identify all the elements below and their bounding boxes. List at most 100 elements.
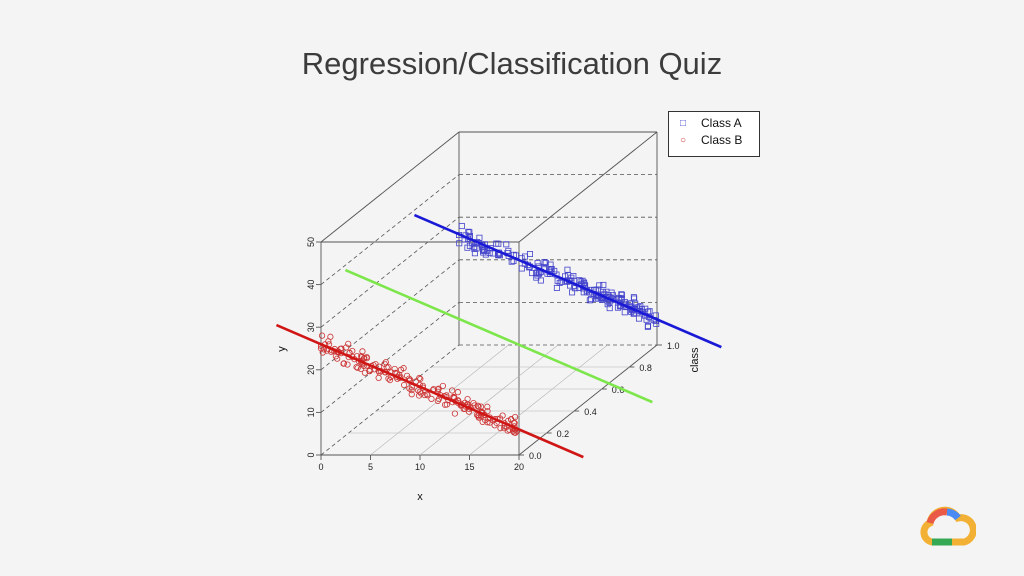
class-a-point (577, 278, 584, 285)
class-b-point (424, 392, 431, 399)
class-tick-label: 1.0 (667, 341, 680, 351)
class-b-point (345, 340, 352, 347)
class-b-point (497, 425, 504, 432)
class-a-point (473, 245, 480, 252)
class-a-point (596, 282, 603, 289)
class-b-point (327, 333, 334, 340)
class-a-point (533, 274, 540, 281)
class-a-point (600, 281, 607, 288)
grid-line (320, 259, 460, 371)
grid-line (370, 344, 509, 456)
class-b-point (397, 366, 405, 373)
box-edge (518, 131, 658, 243)
class-b-point (343, 344, 350, 351)
class-a-point (534, 260, 541, 267)
square-marker-icon: □ (679, 117, 687, 129)
class-b-point (428, 395, 435, 402)
class-axis-label: class (689, 347, 701, 373)
class-a-point (621, 309, 628, 316)
grid-line (320, 174, 460, 285)
x-tick-label: 0 (318, 462, 323, 472)
class-a-point (529, 270, 536, 277)
class-a-point (518, 265, 525, 272)
class-a-point (503, 241, 510, 248)
class-a-point (580, 289, 587, 296)
x-tick-label: 20 (514, 462, 524, 472)
class-b-point (454, 389, 461, 396)
x-tick-label: 10 (415, 462, 425, 472)
class-b-point (317, 345, 325, 352)
fit-line (413, 213, 722, 349)
y-tick-label: 0 (306, 452, 316, 457)
class-a-point (644, 323, 651, 330)
class-b-point (353, 363, 360, 371)
slide-title: Regression/Classification Quiz (301, 46, 723, 81)
y-tick-label: 20 (306, 365, 316, 375)
class-a-point (579, 277, 586, 284)
class-a-point (522, 253, 529, 260)
circle-marker-icon: ○ (679, 134, 687, 146)
class-a-point (606, 305, 613, 312)
y-tick-label: 50 (306, 237, 316, 247)
class-b-point (340, 360, 348, 367)
class-a-point (617, 295, 624, 302)
x-tick-label: 15 (464, 462, 474, 472)
class-b-point (408, 391, 415, 398)
class-a-point (614, 304, 621, 311)
class-a-point (476, 234, 483, 241)
class-b-point (435, 385, 442, 392)
class-b-point (354, 364, 361, 372)
class-b-point (464, 395, 471, 403)
class-b-point (375, 374, 382, 381)
class-b-point (434, 397, 441, 404)
box-edge (518, 344, 658, 456)
class-b-point (475, 403, 482, 410)
class-b-points (317, 332, 521, 436)
class-a-point (551, 267, 558, 274)
y-axis-label: y (276, 346, 288, 352)
class-b-point (484, 403, 491, 410)
class-a-point (635, 315, 642, 322)
chart-legend: □ Class A ○ Class B (668, 111, 760, 157)
class-b-point (484, 408, 491, 415)
class-a-point (632, 300, 639, 307)
class-b-point (421, 391, 428, 399)
class-a-point (533, 270, 540, 277)
class-tick-label: 0.4 (584, 407, 597, 417)
class-b-point (318, 332, 326, 339)
class-a-point (508, 258, 515, 265)
axis-ticks: 0 5 10 15 20 0 10 20 30 40 50 0.0 0.2 0.4 0.6 0.8 1.0 (306, 237, 680, 472)
class-a-point (547, 266, 554, 273)
class-b-point (416, 374, 423, 382)
class-tick-label: 0.6 (612, 385, 625, 395)
class-b-point (482, 417, 489, 424)
class-b-point (366, 366, 373, 373)
class-b-point (504, 427, 511, 434)
class-a-point (458, 223, 465, 230)
class-b-point (361, 354, 368, 362)
class-a-point (586, 297, 593, 304)
hidden-edge (320, 344, 460, 456)
class-a-point (554, 277, 561, 284)
fit-line (344, 268, 653, 404)
class-a-point (495, 240, 502, 247)
legend-label: Class B (701, 133, 743, 147)
class-b-point (344, 361, 351, 368)
x-tick-label: 5 (368, 462, 373, 472)
grid-line (320, 216, 460, 328)
grid-line (469, 344, 608, 456)
class-b-point (319, 349, 326, 356)
class-a-point (643, 316, 650, 323)
class-a-point (603, 288, 610, 295)
class-b-point (511, 413, 519, 421)
class-tick-label: 0.2 (557, 429, 570, 439)
class-b-point (349, 347, 356, 355)
class-b-point (408, 387, 415, 394)
class-a-points (456, 223, 660, 330)
legend-item-class-b: ○ Class B (677, 133, 742, 147)
class-a-point (541, 258, 548, 265)
class-tick-label: 0.8 (639, 363, 652, 373)
class-b-point (386, 377, 394, 384)
class-a-point (564, 266, 571, 273)
